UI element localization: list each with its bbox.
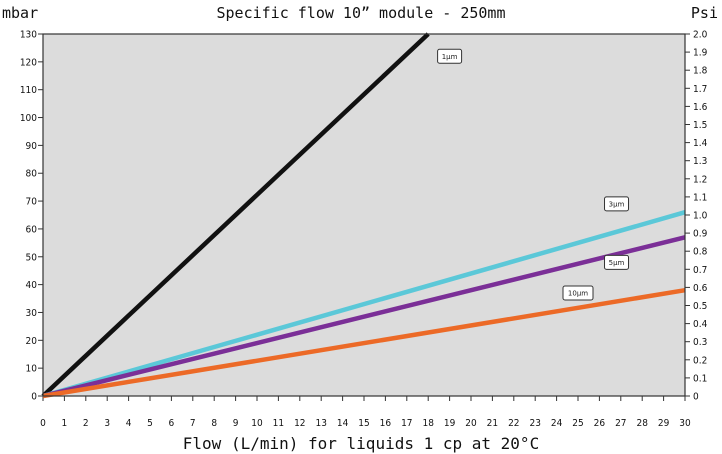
annotation-label: 3µm xyxy=(609,200,625,208)
x-tick-label: 16 xyxy=(380,418,392,429)
y-axis-label-right: Psi xyxy=(690,4,718,22)
x-tick-label: 9 xyxy=(233,418,239,429)
y2-tick-label: 0.9 xyxy=(693,229,708,240)
annotation-box xyxy=(604,254,630,270)
y-tick-label: 70 xyxy=(26,197,38,208)
y-axis-ticks: 0 10 20 30 40 50 60 70 80 90 100 110 120 130 xyxy=(20,30,43,403)
x-tick-label: 30 xyxy=(679,418,691,429)
y2-tick-label: 0.8 xyxy=(693,247,708,258)
annotation-label: 5µm xyxy=(609,259,625,267)
x-tick-label: 11 xyxy=(273,418,284,429)
annotation-box xyxy=(437,48,463,64)
annotation-box xyxy=(604,196,630,212)
x-tick-label: 1 xyxy=(62,418,68,429)
series-line-4 xyxy=(42,287,686,399)
x-tick-label: 19 xyxy=(444,418,456,429)
x-tick-label: 27 xyxy=(615,418,626,429)
y2-tick-label: 1.9 xyxy=(693,48,708,59)
y2-tick-label: 0.5 xyxy=(693,301,707,312)
x-axis-ticks: 0 1 2 3 4 5 6 7 8 9 10 11 12 13 14 15 16 17 18 19 20 21 22 23 24… xyxy=(40,396,691,429)
y-tick-label: 90 xyxy=(26,141,38,152)
y2-tick-label: 1.4 xyxy=(693,138,708,149)
x-axis-label: Flow (L/min) for liquids 1 cp at 20°C xyxy=(182,434,540,453)
y2-tick-label: 0.6 xyxy=(693,283,708,294)
y2-tick-label: 0.1 xyxy=(693,373,707,384)
annotation-group: 1µm 3µm 5µm 10µm xyxy=(437,48,630,301)
y2-tick-label: 0.7 xyxy=(693,265,707,276)
series-line-2 xyxy=(42,210,686,399)
y2-tick-label: 1.6 xyxy=(693,102,708,113)
x-tick-label: 26 xyxy=(594,418,606,429)
x-tick-label: 6 xyxy=(169,418,175,429)
x-tick-label: 15 xyxy=(358,418,369,429)
y-tick-label: 100 xyxy=(20,113,37,124)
x-tick-label: 10 xyxy=(251,418,263,429)
x-tick-label: 25 xyxy=(572,418,583,429)
y-tick-label: 0 xyxy=(31,392,37,403)
y-tick-label: 20 xyxy=(26,336,38,347)
x-tick-label: 8 xyxy=(211,418,217,429)
y2-axis-ticks: 0 0.1 0.2 0.3 0.4 0.5 0.6 0.7 0.8 0.9 1.0 1.1 1.2 1.3… xyxy=(685,30,708,403)
x-tick-label: 29 xyxy=(658,418,670,429)
x-tick-label: 22 xyxy=(508,418,519,429)
x-tick-label: 7 xyxy=(190,418,196,429)
y-tick-label: 120 xyxy=(20,57,37,68)
x-tick-label: 0 xyxy=(40,418,46,429)
x-tick-label: 13 xyxy=(315,418,326,429)
x-tick-label: 5 xyxy=(147,418,153,429)
y-tick-label: 80 xyxy=(26,169,38,180)
y2-tick-label: 1.8 xyxy=(693,66,708,77)
y2-tick-label: 0 xyxy=(693,392,699,403)
y-tick-label: 130 xyxy=(20,30,37,41)
annotation-box xyxy=(562,285,594,301)
x-tick-label: 12 xyxy=(294,418,305,429)
x-tick-label: 21 xyxy=(487,418,498,429)
y2-tick-label: 1.7 xyxy=(693,84,707,95)
annotation-label: 10µm xyxy=(568,289,588,297)
chart-title: Specific flow 10” module - 250mm xyxy=(216,4,506,22)
y2-tick-label: 1.1 xyxy=(693,192,707,203)
y-axis-label-left: mbar xyxy=(2,4,39,22)
x-tick-label: 3 xyxy=(104,418,110,429)
series-line-3 xyxy=(42,235,686,399)
y-tick-label: 40 xyxy=(26,280,38,291)
x-tick-label: 28 xyxy=(636,418,648,429)
y2-tick-label: 1.0 xyxy=(693,211,708,222)
series-group xyxy=(41,32,686,399)
y-tick-label: 60 xyxy=(26,224,38,235)
x-tick-label: 14 xyxy=(337,418,349,429)
y2-tick-label: 0.4 xyxy=(693,319,708,330)
x-tick-label: 4 xyxy=(126,418,132,429)
x-tick-label: 2 xyxy=(83,418,89,429)
x-tick-label: 23 xyxy=(529,418,540,429)
y2-tick-label: 0.2 xyxy=(693,355,707,366)
y2-tick-label: 0.3 xyxy=(693,337,707,348)
y-tick-label: 110 xyxy=(20,85,37,96)
y2-tick-label: 1.5 xyxy=(693,120,707,131)
y-tick-label: 50 xyxy=(26,252,38,263)
plot-frame xyxy=(42,33,686,397)
x-tick-label: 17 xyxy=(401,418,412,429)
y2-tick-label: 2.0 xyxy=(693,30,708,41)
y-tick-label: 10 xyxy=(26,364,38,375)
y-tick-label: 30 xyxy=(26,308,38,319)
x-tick-label: 24 xyxy=(551,418,563,429)
y2-tick-label: 1.2 xyxy=(693,174,707,185)
series-line-1 xyxy=(41,32,430,398)
x-tick-label: 20 xyxy=(465,418,477,429)
y2-tick-label: 1.3 xyxy=(693,156,707,167)
x-tick-label: 18 xyxy=(422,418,434,429)
annotation-label: 1µm xyxy=(442,53,458,61)
